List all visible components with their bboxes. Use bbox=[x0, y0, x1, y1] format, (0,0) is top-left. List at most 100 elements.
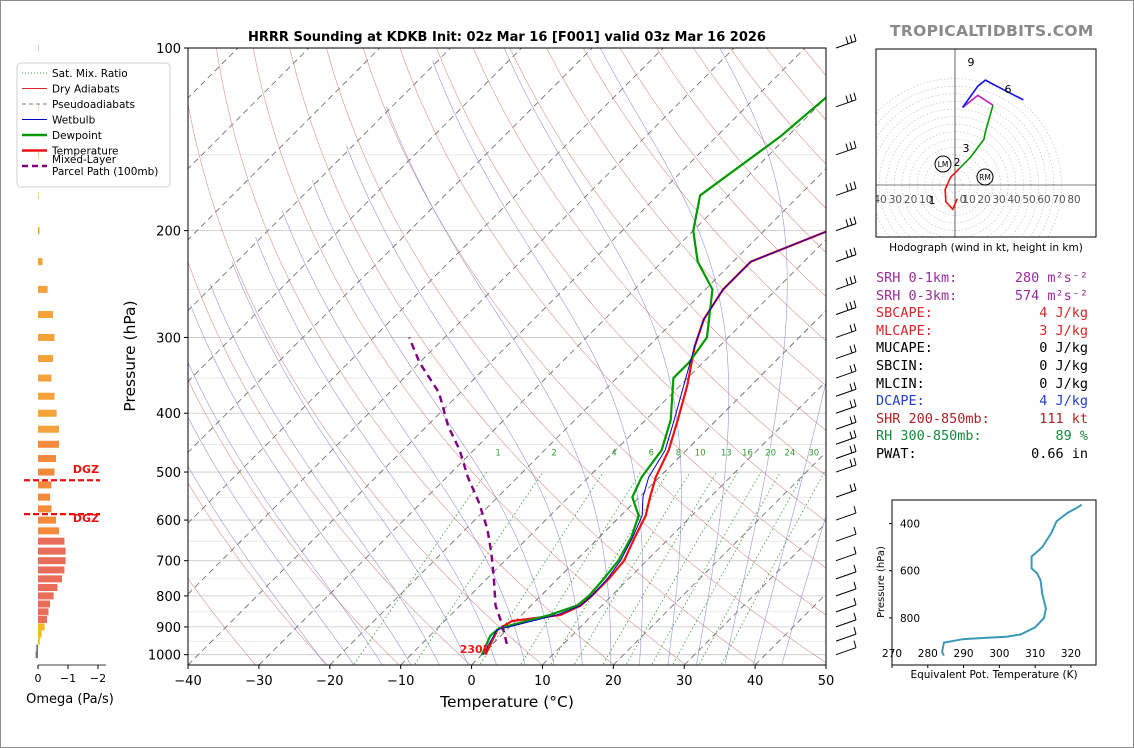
omega-bar bbox=[38, 191, 39, 199]
series-mixed-layer-parcel-path-100mb- bbox=[408, 336, 508, 645]
wind-barb bbox=[835, 527, 857, 542]
omega-bar bbox=[38, 227, 40, 235]
isotherm-line bbox=[542, 380, 826, 665]
wind-barb-flag bbox=[853, 382, 857, 390]
wind-barb-staff bbox=[835, 588, 857, 597]
parameter-value: 4 J/kg bbox=[1039, 305, 1088, 322]
dry-adiabat-line bbox=[216, 48, 615, 665]
isotherm-line bbox=[400, 239, 826, 665]
wind-barb-flag bbox=[853, 344, 857, 352]
mixing-ratio-line bbox=[672, 471, 781, 665]
wind-barb-flag bbox=[849, 276, 853, 284]
parameter-value: 574 m²s⁻² bbox=[1014, 287, 1088, 304]
wind-barb-staff bbox=[835, 370, 857, 379]
wind-barb-flag bbox=[853, 415, 857, 423]
omega-bar bbox=[38, 493, 50, 501]
hodo-ring-label: 80 bbox=[1067, 194, 1080, 206]
storm-motion-label: LM bbox=[938, 160, 949, 169]
thetae-x-tick-label: 270 bbox=[882, 648, 902, 660]
mixing-ratio-label: 16 bbox=[742, 449, 753, 459]
mixing-ratio-label: 8 bbox=[676, 449, 681, 459]
wind-barb-staff bbox=[835, 489, 857, 498]
wind-barb-flag bbox=[845, 219, 849, 227]
wind-barb bbox=[835, 564, 857, 580]
parameter-label: DCAPE: bbox=[876, 393, 925, 410]
hodo-ring-label: 50 bbox=[1022, 194, 1035, 206]
omega-bar bbox=[38, 333, 55, 341]
mixing-ratio-label: 20 bbox=[765, 449, 776, 459]
parameter-value: 3 J/kg bbox=[1039, 322, 1088, 339]
omega-bar bbox=[38, 623, 45, 631]
parameter-row: SBCAPE: 4 J/kg bbox=[876, 305, 1088, 323]
wind-barb-staff bbox=[835, 351, 857, 360]
dry-adiabat-line bbox=[188, 577, 256, 665]
mixing-ratio-line bbox=[651, 471, 762, 665]
hodo-height-label: 6 bbox=[1005, 83, 1012, 96]
parameter-label: MLCIN: bbox=[876, 375, 925, 392]
wind-barb bbox=[835, 323, 857, 338]
wind-barb-flag bbox=[849, 217, 853, 226]
moist-adiabat-line bbox=[255, 237, 497, 665]
legend-label: Dry Adiabats bbox=[52, 84, 120, 96]
wind-barb-flag bbox=[845, 143, 849, 151]
wind-barb-staff bbox=[835, 436, 857, 445]
mixing-ratio-label: 30 bbox=[808, 449, 819, 459]
x-tick-label: 40 bbox=[747, 674, 764, 689]
wind-barb-staff bbox=[835, 405, 857, 414]
mixing-ratio-line bbox=[519, 471, 642, 665]
omega-bar bbox=[38, 440, 59, 448]
wind-barb bbox=[835, 627, 857, 642]
mixing-ratio-line bbox=[573, 471, 691, 665]
omega-bar bbox=[38, 575, 62, 583]
mixing-ratio-line bbox=[602, 471, 717, 665]
moist-adiabat-line bbox=[781, 514, 826, 665]
wind-barb-flag bbox=[853, 399, 857, 407]
wind-barb-staff bbox=[835, 223, 857, 232]
wind-barb bbox=[835, 581, 857, 597]
parameter-row: PWAT: 0.66 in bbox=[876, 446, 1088, 464]
legend-label: Dewpoint bbox=[52, 130, 102, 142]
hodo-trace-segment bbox=[962, 94, 994, 109]
dgz-label: DGZ bbox=[73, 512, 99, 525]
wind-barb bbox=[835, 640, 857, 656]
legend-label: Mixed-Layer bbox=[52, 154, 117, 166]
wind-barb-staff bbox=[835, 464, 857, 473]
skewt-frame bbox=[187, 47, 827, 666]
thetae-y-tick-label: 800 bbox=[900, 613, 920, 625]
parameter-value: 280 m²s⁻² bbox=[1014, 270, 1088, 286]
dry-adiabat-line bbox=[188, 261, 472, 665]
omega-bar bbox=[38, 615, 47, 623]
dry-adiabat-line bbox=[289, 48, 758, 665]
thetae-y-tick-label: 600 bbox=[900, 566, 920, 578]
wind-barb-flag bbox=[849, 182, 853, 190]
wind-barb bbox=[835, 382, 857, 397]
wind-barb-flag bbox=[853, 505, 857, 514]
mixing-ratio-line bbox=[698, 471, 805, 665]
wind-barb-flag bbox=[853, 33, 857, 42]
hodo-ring-label: 40 bbox=[1007, 194, 1020, 206]
omega-tick-label: −2 bbox=[90, 672, 106, 685]
omega-bar bbox=[38, 537, 65, 545]
wind-barb bbox=[835, 415, 857, 430]
omega-bar bbox=[38, 103, 39, 111]
dry-adiabat-line bbox=[252, 48, 687, 665]
omega-bar bbox=[35, 651, 38, 659]
hodo-title: Hodograph (wind in kt, height in km) bbox=[889, 242, 1083, 254]
x-tick-label: −10 bbox=[387, 674, 414, 689]
dgz-label: DGZ bbox=[73, 463, 99, 476]
y-tick-label: 300 bbox=[156, 331, 181, 346]
wind-barb bbox=[835, 430, 857, 445]
parameter-label: SRH 0-1km: bbox=[876, 270, 958, 286]
legend: Sat. Mix. Ratio Dry Adiabats Pseudoadiabat… bbox=[16, 62, 171, 188]
omega-bar bbox=[38, 258, 43, 266]
wind-barb bbox=[835, 457, 857, 473]
hodo-height-label: 2 bbox=[954, 156, 961, 169]
hodo-trace-segment bbox=[961, 79, 1024, 108]
dry-adiabat-line bbox=[188, 482, 328, 665]
x-tick-label: 30 bbox=[676, 674, 693, 689]
wind-barb-flag bbox=[853, 597, 857, 605]
wind-barb-flag bbox=[853, 140, 857, 148]
moist-adiabat-line bbox=[346, 145, 583, 665]
mixing-ratio-label: 2 bbox=[551, 449, 556, 459]
wind-barb bbox=[835, 483, 857, 498]
